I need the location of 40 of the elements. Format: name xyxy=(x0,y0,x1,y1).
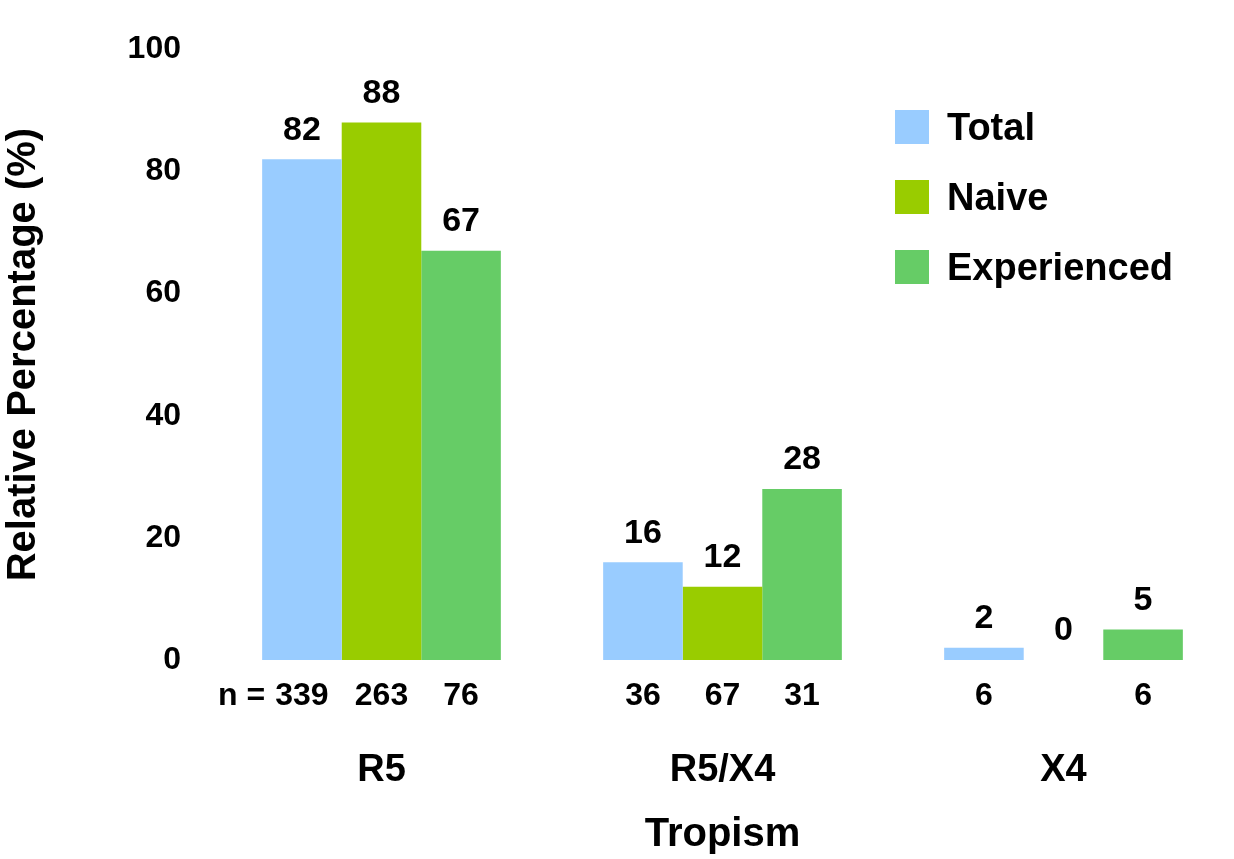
data-label: 12 xyxy=(703,536,742,575)
data-label: 88 xyxy=(362,71,401,110)
bar xyxy=(944,647,1024,660)
text: 263 xyxy=(354,675,409,712)
bar xyxy=(262,159,342,660)
y-tick-label: 40 xyxy=(145,395,181,432)
text: 31 xyxy=(784,675,820,712)
y-tick-label: 80 xyxy=(145,151,181,188)
bar xyxy=(1103,629,1183,660)
y-tick-label: 20 xyxy=(145,517,181,554)
legend-label: Experienced xyxy=(947,245,1173,289)
x-tick-label: X4 xyxy=(1040,747,1087,790)
data-label: 28 xyxy=(783,438,821,477)
legend-label: Naive xyxy=(947,175,1049,219)
data-label: 5 xyxy=(1133,578,1153,617)
data-label: 82 xyxy=(283,108,321,147)
text: 36 xyxy=(625,675,661,712)
data-label: 0 xyxy=(1054,609,1073,648)
text: 76 xyxy=(443,675,479,712)
legend-label: Total xyxy=(947,105,1035,149)
y-tick-label: 60 xyxy=(145,273,181,310)
text: 339 xyxy=(275,675,329,712)
x-tick-label: R5 xyxy=(357,747,406,790)
text: 6 xyxy=(975,675,993,712)
y-tick-label: 0 xyxy=(163,639,181,676)
x-axis-title: Tropism xyxy=(644,810,801,855)
bar xyxy=(762,488,842,660)
data-label: 2 xyxy=(974,597,994,636)
text: n = xyxy=(218,675,266,712)
bar xyxy=(341,122,422,660)
bar xyxy=(603,562,683,660)
text: 67 xyxy=(704,675,741,712)
data-label: 67 xyxy=(442,200,480,239)
bar xyxy=(421,250,501,660)
y-tick-label: 100 xyxy=(127,29,181,66)
y-axis-title: Relative Percentage (%) xyxy=(0,127,44,582)
text: 6 xyxy=(1134,675,1152,712)
data-label: 16 xyxy=(624,511,662,550)
x-tick-label: R5/X4 xyxy=(669,747,776,790)
bar xyxy=(682,586,763,660)
